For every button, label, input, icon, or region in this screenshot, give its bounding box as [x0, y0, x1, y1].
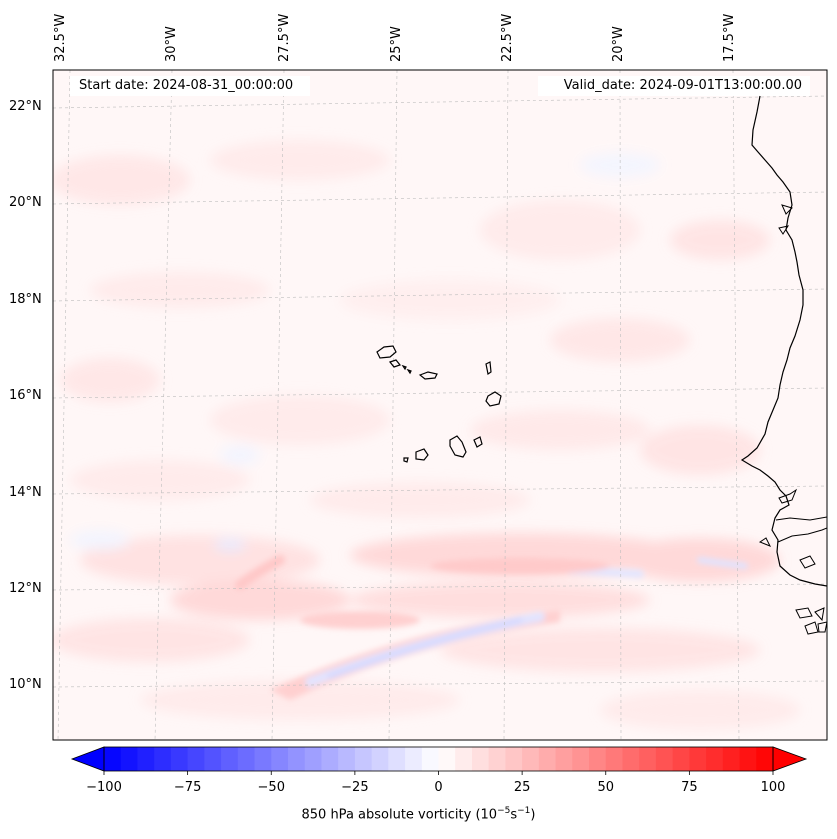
lat-label-22n: 22°N: [9, 99, 42, 114]
lat-label-12n: 12°N: [9, 581, 42, 596]
colorbar-tick-label: −25: [341, 780, 368, 795]
colorbar-bin: [254, 747, 272, 771]
vorticity-field: [53, 70, 827, 740]
colorbar-bin: [739, 747, 757, 771]
colorbar-tick-label: −50: [258, 780, 285, 795]
colorbar-tick-label: −100: [86, 780, 122, 795]
colorbar: −100 −75 −50 −25 0 25 50 75 100: [70, 746, 808, 795]
colorbar-bin: [488, 747, 506, 771]
colorbar-bin: [271, 747, 289, 771]
lon-label-30w: 30°W: [164, 26, 179, 62]
colorbar-tick-label: 50: [597, 780, 614, 795]
colorbar-bin: [338, 747, 356, 771]
colorbar-tick-label: 25: [514, 780, 531, 795]
colorbar-title-exp2: −1: [517, 806, 531, 816]
colorbar-bin: [655, 747, 674, 771]
colorbar-bin: [689, 747, 707, 771]
lat-label-14n: 14°N: [9, 485, 42, 500]
lon-label-17.5w: 17.5°W: [722, 13, 737, 62]
colorbar-title-exp: −5: [497, 806, 511, 816]
colorbar-title: 850 hPa absolute vorticity (10−5s−1): [0, 806, 837, 822]
colorbar-bin: [371, 747, 389, 771]
colorbar-bin: [204, 747, 222, 771]
colorbar-bin: [455, 747, 473, 771]
colorbar-bin: [522, 747, 540, 771]
colorbar-bin: [572, 747, 590, 771]
colorbar-bin: [354, 747, 373, 771]
lon-label-32.5w: 32.5°W: [53, 13, 68, 62]
colorbar-tick-label: 75: [681, 780, 698, 795]
colorbar-tick-label: 0: [434, 780, 442, 795]
map-frame: [52, 69, 828, 741]
colorbar-bin: [471, 747, 490, 771]
colorbar-title-text: 850 hPa absolute vorticity (10: [301, 807, 498, 823]
lat-label-10n: 10°N: [9, 677, 42, 692]
colorbar-bin: [421, 747, 439, 771]
colorbar-bin: [722, 747, 741, 771]
colorbar-title-end: ): [530, 807, 536, 823]
colorbar-bin: [706, 747, 724, 771]
colorbar-extend-min: [70, 746, 105, 772]
colorbar-bin: [170, 747, 189, 771]
colorbar-bin: [672, 747, 690, 771]
lon-label-20w: 20°W: [611, 26, 626, 62]
colorbar-bin: [538, 747, 557, 771]
colorbar-bin: [405, 747, 423, 771]
lat-label-18n: 18°N: [9, 292, 42, 307]
colorbar-title-unit: s: [510, 807, 518, 823]
colorbar-bin: [589, 747, 607, 771]
colorbar-tick-label: −75: [174, 780, 201, 795]
colorbar-bin: [505, 747, 523, 771]
colorbar-bin: [639, 747, 657, 771]
colorbar-bin: [287, 747, 306, 771]
colorbar-bin: [321, 747, 339, 771]
colorbar-extend-max: [772, 746, 808, 772]
colorbar-bin: [756, 747, 774, 771]
colorbar-bin: [622, 747, 640, 771]
colorbar-bin: [137, 747, 155, 771]
graticule: [53, 70, 827, 740]
cape-verde-islands: [376, 345, 502, 463]
lat-label-20n: 20°N: [9, 195, 42, 210]
start-date-label: Start date: 2024-08-31_00:00:00: [79, 78, 294, 93]
colorbar-bin: [187, 747, 205, 771]
lat-label-16n: 16°N: [9, 388, 42, 403]
colorbar-bin: [104, 747, 122, 771]
lon-label-25w: 25°W: [389, 26, 404, 62]
colorbar-bin: [304, 747, 322, 771]
colorbar-bin: [388, 747, 406, 771]
colorbar-bin: [221, 747, 239, 771]
coastline: [740, 95, 827, 587]
lon-label-27.5w: 27.5°W: [277, 13, 292, 62]
lon-label-22.5w: 22.5°W: [500, 13, 515, 62]
colorbar-tick-label: 100: [761, 780, 786, 795]
colorbar-bin: [555, 747, 573, 771]
colorbar-bin: [237, 747, 256, 771]
colorbar-bin: [120, 747, 138, 771]
colorbar-bin: [154, 747, 172, 771]
valid-date-label: Valid_date: 2024-09-01T13:00:00.00: [563, 78, 802, 93]
colorbar-bin: [605, 747, 623, 771]
colorbar-bin: [438, 747, 456, 771]
